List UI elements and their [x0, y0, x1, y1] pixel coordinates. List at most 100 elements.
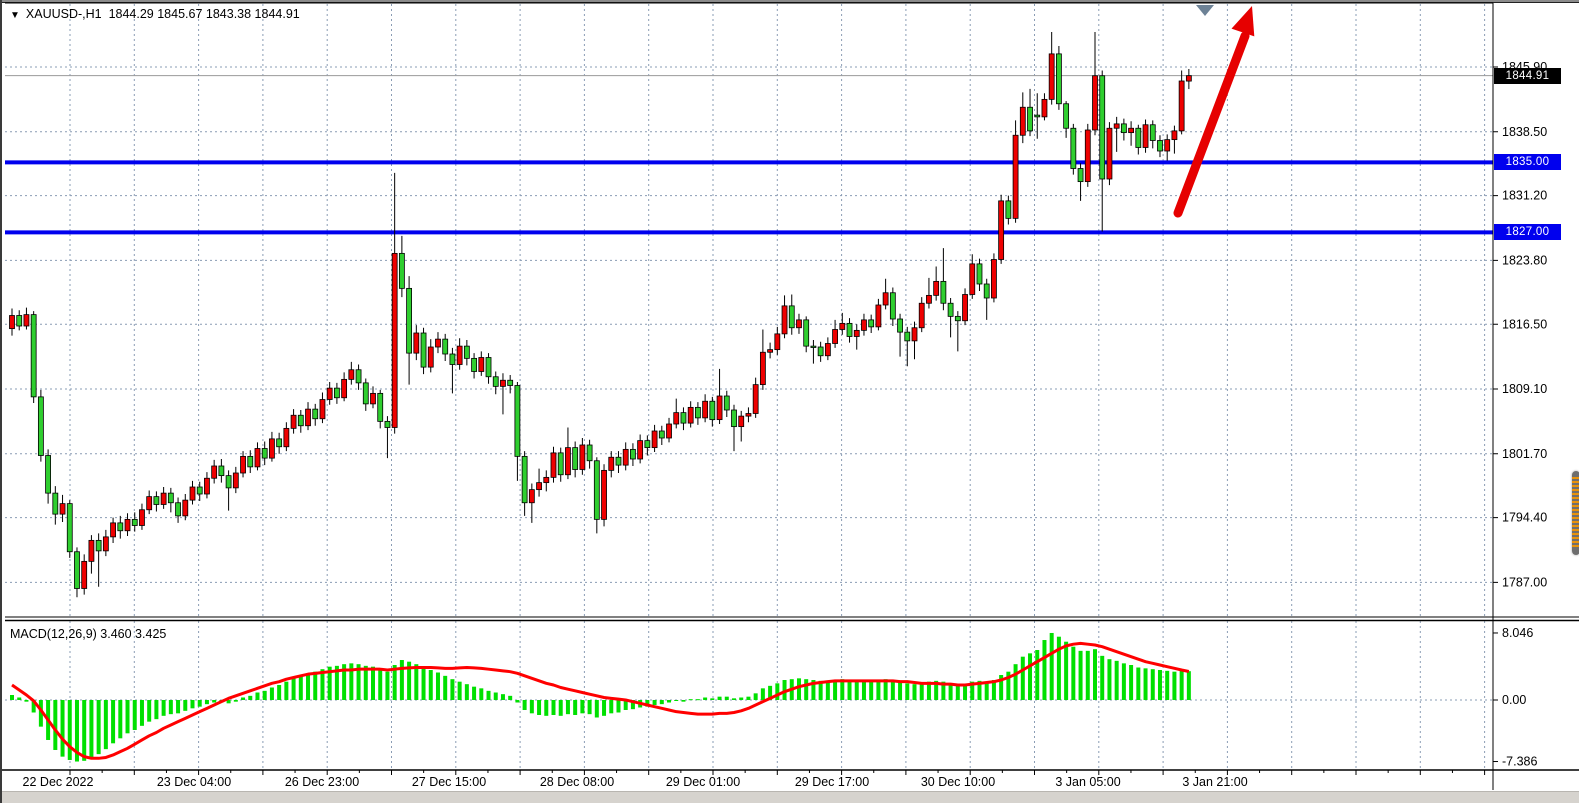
scrollbar-thumb[interactable]	[1572, 471, 1579, 555]
trend-arrow-head[interactable]	[1231, 6, 1255, 37]
macd-bar	[262, 690, 267, 700]
candle	[377, 392, 384, 422]
time-axis-label: 23 Dec 04:00	[157, 775, 231, 789]
level-price-badge-1835: 1835.00	[1494, 154, 1561, 171]
macd-bar	[1179, 670, 1184, 700]
macd-bar	[616, 700, 621, 713]
candle	[485, 357, 492, 378]
down-triangle-marker[interactable]	[1196, 5, 1214, 16]
candle	[1142, 124, 1149, 148]
macd-bar	[941, 681, 946, 700]
candle	[283, 427, 290, 448]
macd-bar	[204, 700, 209, 705]
macd-axis-label: -7.386	[1502, 755, 1537, 769]
candle	[30, 314, 37, 398]
macd-bar	[768, 685, 773, 700]
candle	[442, 338, 449, 355]
scrollbar[interactable]	[1570, 3, 1579, 791]
candle	[586, 444, 593, 462]
candle	[752, 384, 759, 414]
candle	[102, 536, 109, 552]
macd-bar	[703, 697, 708, 700]
level-price-badge-1827: 1827.00	[1494, 224, 1561, 241]
macd-axis: 8.046 0.00 -7.386	[1493, 626, 1537, 769]
macd-bar	[241, 697, 246, 700]
macd-bar	[825, 680, 830, 700]
candle	[666, 423, 672, 439]
macd-bar	[154, 700, 159, 720]
macd-bar	[1049, 632, 1054, 700]
macd-bar	[674, 700, 679, 701]
candle	[261, 448, 268, 459]
macd-bar	[724, 696, 729, 700]
candle	[680, 412, 687, 424]
macd-bar	[161, 700, 166, 716]
candle	[456, 345, 463, 365]
candle	[1135, 127, 1142, 148]
macd-bar	[428, 670, 433, 700]
candle	[673, 412, 680, 425]
candle	[471, 357, 477, 372]
candle	[817, 346, 824, 357]
candle	[1063, 103, 1070, 129]
macd-bar	[89, 700, 94, 759]
macd-bar	[898, 681, 903, 700]
candle	[507, 379, 514, 386]
candle	[1056, 53, 1062, 105]
macd-bar	[970, 681, 975, 700]
macd-bar	[760, 688, 765, 700]
trend-arrow-shaft[interactable]	[1173, 31, 1250, 218]
candle	[326, 387, 333, 400]
candle	[911, 327, 918, 342]
macd-bar	[565, 700, 570, 715]
candle	[66, 503, 73, 553]
macd-bar	[385, 671, 390, 700]
macd-bar	[587, 700, 592, 715]
macd-bar	[1121, 663, 1126, 700]
macd-bar	[573, 700, 578, 715]
macd-bar	[74, 700, 79, 762]
candle	[88, 539, 95, 562]
macd-bar	[594, 700, 599, 718]
candle	[601, 469, 607, 520]
time-axis-label: 30 Dec 10:00	[921, 775, 995, 789]
price-axis-label: 1809.10	[1502, 382, 1547, 396]
trend-arrow-annotation	[1173, 6, 1255, 218]
candle	[420, 332, 427, 368]
candle	[687, 406, 694, 424]
macd-bar	[17, 697, 22, 700]
macd-bar	[883, 679, 888, 700]
candle	[312, 408, 319, 420]
candle	[528, 489, 535, 504]
candle	[232, 472, 239, 489]
macd-bar	[313, 671, 318, 700]
macd-bar	[349, 663, 354, 700]
macd-bar	[804, 679, 809, 700]
candle	[95, 539, 102, 552]
macd-bar	[890, 680, 895, 700]
macd-bar	[537, 700, 542, 715]
candle	[1128, 127, 1134, 134]
macd-bar	[667, 700, 672, 703]
candle	[716, 395, 723, 421]
candle	[897, 318, 903, 333]
macd-bar	[912, 684, 917, 700]
macd-bar	[334, 665, 339, 700]
macd-bar	[60, 700, 65, 757]
macd-bar	[999, 675, 1004, 700]
macd-bar	[24, 700, 29, 702]
macd-bar	[464, 684, 469, 700]
macd-bar	[320, 669, 325, 700]
macd-bar	[378, 669, 383, 700]
candle	[500, 379, 506, 387]
macd-bar	[1143, 668, 1148, 700]
candle	[695, 406, 701, 419]
candle	[182, 499, 189, 517]
candle	[23, 314, 30, 327]
symbol-dropdown-icon[interactable]: ▼	[10, 10, 20, 21]
macd-bar	[602, 700, 607, 716]
candle	[969, 263, 976, 295]
candle	[572, 447, 579, 470]
macd-bar	[869, 681, 874, 700]
